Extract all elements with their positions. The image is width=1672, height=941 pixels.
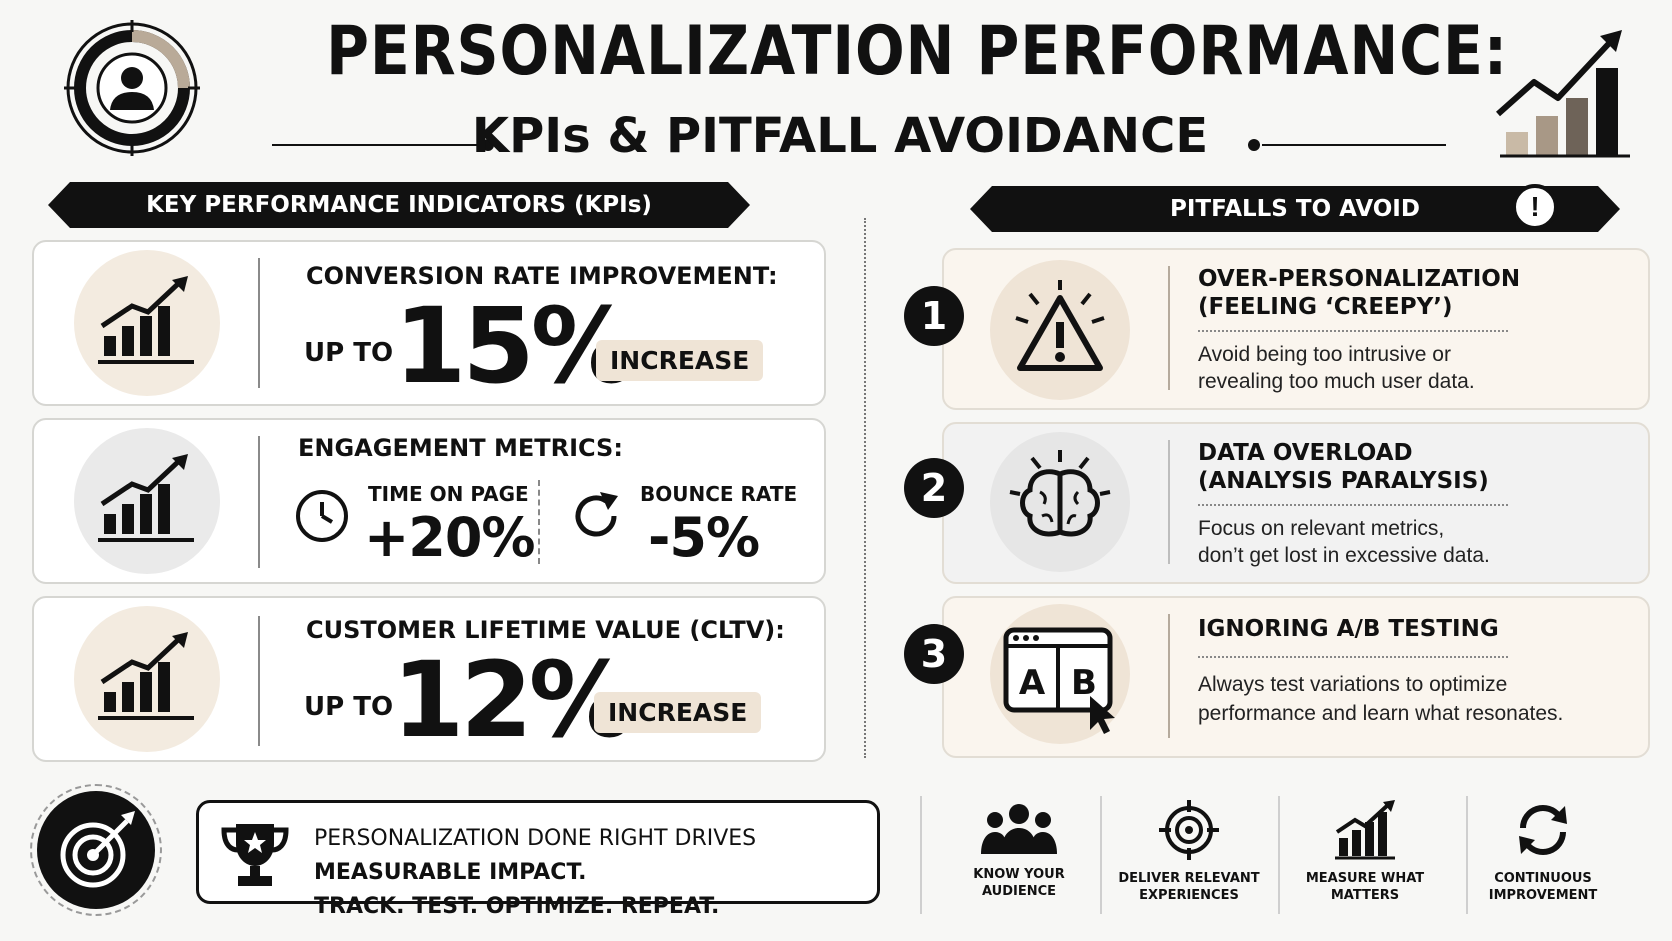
kpi-card-separator [258, 258, 260, 388]
pillar-label: CONTINUOUS IMPROVEMENT [1488, 871, 1598, 903]
section-divider [864, 218, 866, 758]
metric-divider [538, 480, 540, 564]
target-arrow-icon [30, 784, 162, 916]
pitfall-number-2: 2 [904, 458, 964, 518]
kpi-prefix-cltv: UP TO [304, 692, 394, 722]
pitfalls-banner-label: PITFALLS TO AVOID [1170, 196, 1420, 222]
warning-icon [990, 260, 1130, 400]
metric-label-bounce-rate: BOUNCE RATE [640, 482, 798, 506]
kpi-label-conversion: CONVERSION RATE IMPROVEMENT: [306, 262, 778, 290]
kpi-banner-label: KEY PERFORMANCE INDICATORS (KPIs) [146, 192, 652, 218]
trophy-icon [220, 818, 290, 895]
metric-value-bounce-rate: -5% [648, 506, 760, 569]
pitfall-number-3: 3 [904, 624, 964, 684]
callout-box [196, 800, 880, 904]
growth-chart-icon [1490, 22, 1640, 162]
cycle-icon [1519, 805, 1567, 855]
pillar-separator [920, 796, 922, 914]
rising-bars-icon [74, 428, 220, 574]
svg-text:B: B [1071, 663, 1097, 703]
subtitle-dot-left [482, 139, 494, 151]
metric-value-time-on-page: +20% [364, 506, 535, 569]
subtitle-rule-left [272, 144, 480, 146]
increase-badge: INCREASE [594, 692, 762, 733]
ab-test-icon: A B [990, 604, 1130, 744]
pitfall-desc-2: Focus on relevant metrics, don’t get los… [1198, 517, 1490, 567]
rising-bars-icon [74, 250, 220, 396]
kpi-card-separator [258, 436, 260, 568]
pillar-separator [1278, 796, 1280, 914]
svg-text:A: A [1019, 663, 1046, 703]
pitfall-separator [1168, 266, 1170, 390]
people-icon [981, 804, 1057, 854]
pitfall-desc-3: Always test variations to optimize perfo… [1198, 673, 1564, 725]
pillar-deliver-relevant: DELIVER RELEVANT EXPERIENCES [1104, 800, 1274, 904]
pitfall-dotted-rule [1198, 330, 1508, 332]
rising-bars-icon [74, 606, 220, 752]
pitfall-dotted-rule [1198, 656, 1508, 658]
user-target-logo-icon [62, 18, 202, 158]
crosshair-icon [1159, 800, 1219, 860]
pillar-measure: MEASURE WHAT MATTERS [1280, 800, 1450, 904]
pitfall-number-1: 1 [904, 286, 964, 346]
page-subtitle: KPIs & PITFALL AVOIDANCE [471, 108, 1209, 164]
metric-label-time-on-page: TIME ON PAGE [368, 482, 529, 506]
pitfall-dotted-rule [1198, 504, 1508, 506]
kpi-value-conversion: 15% [394, 285, 635, 407]
pillar-know-audience: KNOW YOUR AUDIENCE [934, 800, 1104, 900]
pitfall-title-1: OVER-PERSONALIZATION (FEELING ‘CREEPY’) [1198, 266, 1521, 320]
pitfall-separator [1168, 440, 1170, 564]
pitfalls-section-banner: PITFALLS TO AVOID [970, 186, 1620, 232]
page-title: PERSONALIZATION PERFORMANCE: [326, 12, 1509, 91]
kpi-card-separator [258, 616, 260, 746]
pillar-label: MEASURE WHAT MATTERS [1305, 871, 1425, 903]
refresh-icon [566, 486, 626, 551]
kpi-label-cltv: CUSTOMER LIFETIME VALUE (CLTV): [306, 616, 785, 644]
subtitle-dot-right [1248, 139, 1260, 151]
increase-badge: INCREASE [596, 340, 764, 381]
kpi-section-banner: KEY PERFORMANCE INDICATORS (KPIs) [48, 182, 750, 228]
kpi-value-cltv: 12% [392, 639, 633, 761]
pillar-separator [1466, 796, 1468, 914]
pitfall-title-3: IGNORING A/B TESTING [1198, 616, 1499, 642]
kpi-label-engagement: ENGAGEMENT METRICS: [298, 434, 623, 462]
pitfall-separator [1168, 614, 1170, 738]
clock-icon [294, 488, 350, 549]
alert-icon: ! [1512, 184, 1558, 230]
bar-chart-icon [1335, 800, 1395, 860]
callout-text: PERSONALIZATION DONE RIGHT DRIVES MEASUR… [314, 826, 757, 919]
pillar-separator [1100, 796, 1102, 914]
pitfall-desc-1: Avoid being too intrusive or revealing t… [1198, 343, 1475, 393]
brain-icon [990, 432, 1130, 572]
pillar-label: DELIVER RELEVANT EXPERIENCES [1118, 871, 1260, 903]
kpi-prefix-conversion: UP TO [304, 338, 394, 368]
subtitle-rule-right [1262, 144, 1446, 146]
pillar-continuous: CONTINUOUS IMPROVEMENT [1458, 800, 1628, 904]
pitfall-title-2: DATA OVERLOAD (ANALYSIS PARALYSIS) [1198, 440, 1489, 494]
pillar-label: KNOW YOUR AUDIENCE [973, 867, 1065, 899]
